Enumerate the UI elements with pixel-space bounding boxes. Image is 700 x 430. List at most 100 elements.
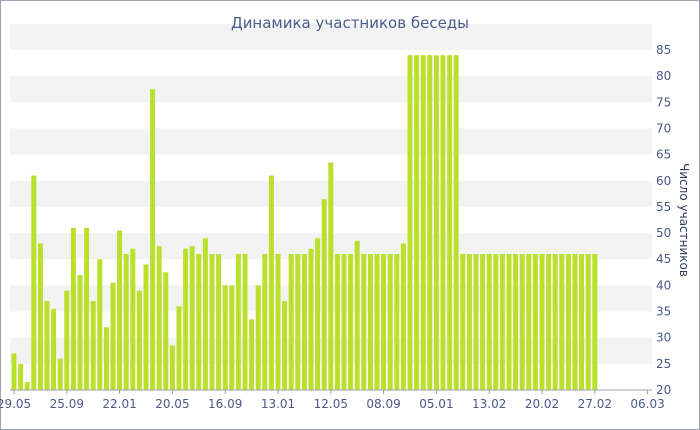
- bar: [361, 254, 367, 390]
- x-tick-label: 12.05: [314, 397, 348, 411]
- bar: [493, 254, 499, 390]
- x-axis-ticks: 29.05 25.09 22.01 20.05 16.09 13.01 12.05 08.09…: [0, 390, 665, 411]
- bar: [460, 254, 466, 390]
- bar: [334, 254, 340, 390]
- bar: [202, 238, 208, 390]
- bar: [387, 254, 393, 390]
- bar: [348, 254, 354, 390]
- grid-band: [10, 23, 652, 50]
- x-tick-label: 06.03: [630, 397, 664, 411]
- bar: [275, 254, 281, 390]
- bar: [572, 254, 578, 390]
- bar: [526, 254, 532, 390]
- bar: [433, 55, 439, 390]
- bar: [301, 254, 307, 390]
- bar: [216, 254, 222, 390]
- bar: [473, 254, 479, 390]
- x-tick-label: 29.05: [0, 397, 31, 411]
- grid-band: [10, 128, 652, 155]
- bar: [407, 55, 413, 390]
- x-tick-label: 22.01: [102, 397, 136, 411]
- bar: [565, 254, 571, 390]
- bar: [18, 363, 24, 390]
- y-tick-label: 25: [656, 357, 671, 371]
- bar: [519, 254, 525, 390]
- bar-series: [11, 55, 598, 390]
- bar: [51, 308, 57, 390]
- chart-title: Динамика участников беседы: [231, 14, 469, 32]
- grid-band: [10, 76, 652, 103]
- bar: [249, 319, 255, 390]
- bar: [288, 254, 294, 390]
- bar: [559, 254, 565, 390]
- bar: [539, 254, 545, 390]
- x-tick-label: 16.09: [208, 397, 242, 411]
- y-tick-label: 70: [656, 121, 671, 135]
- bar: [64, 290, 70, 390]
- x-tick-label: 20.02: [525, 397, 559, 411]
- bar: [163, 272, 169, 390]
- bar: [308, 248, 314, 390]
- bar: [499, 254, 505, 390]
- bar: [44, 301, 50, 390]
- bar: [268, 175, 274, 390]
- bar: [110, 282, 116, 390]
- bar: [130, 248, 136, 390]
- bar: [136, 290, 142, 390]
- x-tick-label: 20.05: [155, 397, 189, 411]
- x-tick-label: 05.01: [419, 397, 453, 411]
- bar: [486, 254, 492, 390]
- y-tick-label: 45: [656, 252, 671, 266]
- bar: [57, 358, 63, 390]
- y-tick-label: 30: [656, 331, 671, 345]
- bar: [176, 306, 182, 390]
- bar: [84, 227, 90, 390]
- bar: [150, 89, 156, 390]
- bar: [31, 175, 37, 390]
- bar: [321, 199, 327, 390]
- y-axis-label: Число участников: [677, 163, 691, 277]
- x-tick-label: 27.02: [578, 397, 612, 411]
- y-tick-label: 40: [656, 278, 671, 292]
- y-tick-label: 20: [656, 383, 671, 397]
- bar: [480, 254, 486, 390]
- bar: [262, 254, 268, 390]
- bar: [453, 55, 459, 390]
- x-tick-label: 08.09: [366, 397, 400, 411]
- bar: [400, 243, 406, 390]
- bar: [242, 254, 248, 390]
- y-tick-label: 55: [656, 200, 671, 214]
- y-tick-label: 80: [656, 69, 671, 83]
- bar: [70, 227, 76, 390]
- bar: [189, 246, 195, 390]
- y-tick-label: 50: [656, 226, 671, 240]
- bar: [156, 246, 162, 390]
- grid-bands: [10, 23, 652, 364]
- bar: [123, 254, 129, 390]
- bar: [552, 254, 558, 390]
- bar: [90, 301, 96, 390]
- bar: [328, 162, 334, 390]
- y-tick-label: 35: [656, 305, 671, 319]
- x-tick-label: 13.01: [261, 397, 295, 411]
- bar: [427, 55, 433, 390]
- bar: [77, 274, 83, 390]
- bar: [222, 285, 228, 390]
- bar: [414, 55, 420, 390]
- bar: [440, 55, 446, 390]
- bar: [381, 254, 387, 390]
- bar: [282, 301, 288, 390]
- bar: [103, 327, 109, 390]
- bar: [37, 243, 43, 390]
- bar: [579, 254, 585, 390]
- y-axis-ticks: 20 25 30 35 40 45 50 55 60 65 70 75 80 85: [656, 43, 671, 397]
- bar: [169, 345, 175, 390]
- bar: [235, 254, 241, 390]
- bar: [97, 259, 103, 390]
- bar: [367, 254, 373, 390]
- x-tick-label: 13.02: [472, 397, 506, 411]
- bar: [315, 238, 321, 390]
- bar: [374, 254, 380, 390]
- bar: [592, 254, 598, 390]
- bar: [183, 248, 189, 390]
